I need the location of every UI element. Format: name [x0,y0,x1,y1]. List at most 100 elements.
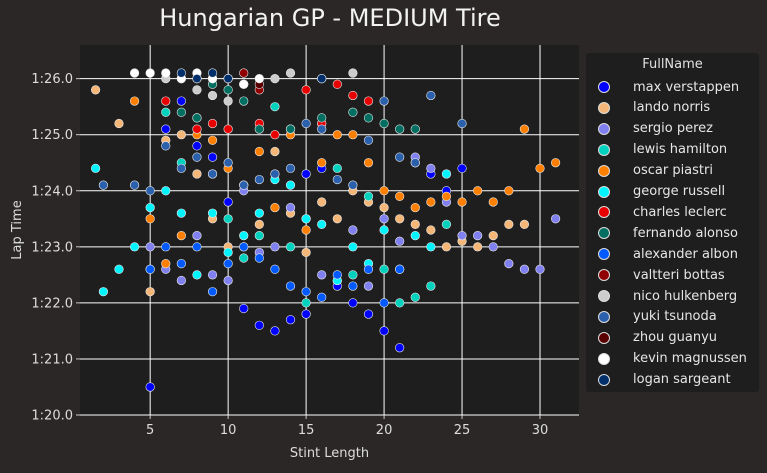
legend-label: alexander albon [633,246,738,262]
y-tick-label: 1:21.0 [31,352,73,367]
data-point [363,158,374,168]
data-point [363,264,374,274]
data-point [239,303,249,314]
data-point [145,186,155,196]
data-point [488,197,498,207]
data-point [301,298,311,308]
data-point [207,270,218,280]
data-point [285,202,296,213]
data-point [519,219,530,229]
data-point [285,180,296,190]
x-tick-label: 20 [376,423,393,438]
data-point [426,197,436,207]
data-point [348,225,358,235]
legend-item: kevin magnussen [598,349,747,369]
data-point [441,169,452,179]
legend-item: sergio perez [598,119,713,139]
data-point [379,118,389,129]
data-point [348,68,358,78]
data-point [410,202,420,213]
data-point [410,158,420,168]
data-point [363,281,374,291]
data-point [176,163,186,173]
data-point [317,158,327,168]
data-point [270,202,280,213]
legend-marker [598,164,610,177]
data-point [223,96,233,106]
data-point [519,124,530,134]
data-point [504,259,514,269]
legend-item: valtteri bottas [598,265,725,285]
data-point [348,90,358,101]
data-point [473,186,483,196]
data-point [254,174,264,185]
data-point [176,96,186,106]
x-axis-label: Stint Length [290,446,369,461]
data-point [270,264,280,274]
data-point [457,163,467,173]
data-point [441,191,452,201]
data-point [192,169,202,179]
data-point [254,124,264,134]
data-point [254,231,264,241]
legend-title: FullName [642,57,703,72]
legend-label: yuki tsunoda [633,309,717,325]
legend-item: yuki tsunoda [598,307,717,327]
data-point [504,186,514,196]
data-point [192,231,202,241]
x-tick-label: 30 [532,423,549,438]
data-point [207,169,218,179]
data-point [285,242,296,252]
data-point [161,107,171,117]
data-point [301,225,311,235]
data-point [426,163,436,173]
data-point [363,113,374,123]
legend-marker [598,81,610,93]
data-point [98,180,108,190]
data-point [192,141,202,151]
data-point [426,242,436,252]
legend-item: george russell [598,182,725,202]
data-point [317,197,327,207]
data-point [379,225,389,235]
data-point [239,68,249,78]
y-tick-label: 1:26.0 [31,72,73,87]
data-point [410,219,420,229]
legend-label: max verstappen [633,79,740,95]
data-point [504,219,514,229]
x-tick-label: 5 [146,423,154,438]
data-point [161,124,171,134]
data-point [379,298,389,308]
data-point [223,74,233,84]
data-point [363,96,374,106]
data-point [176,208,186,218]
data-point [301,287,311,297]
data-point [114,118,124,129]
data-point [176,68,186,78]
legend-label: fernando alonso [633,225,738,241]
data-point [239,253,249,263]
data-point [192,270,202,280]
legend-label: sergio perez [633,121,713,137]
y-tick-label: 1:24.0 [31,184,73,199]
data-point [145,214,155,224]
data-point [332,130,342,140]
data-point [239,96,249,106]
legend-item: fernando alonso [598,223,738,243]
data-point [441,219,452,229]
data-point [270,146,280,157]
data-point [161,141,171,151]
data-point [379,186,389,196]
legend-marker [598,122,610,135]
legend-marker [598,143,610,156]
legend-marker [598,331,610,344]
data-point [270,130,280,140]
data-point [129,68,140,78]
data-point [90,85,101,95]
data-point [301,85,311,95]
legend-marker [598,185,610,198]
data-point [192,242,202,252]
data-point [457,118,467,129]
data-point [426,281,436,291]
data-point [332,174,342,185]
